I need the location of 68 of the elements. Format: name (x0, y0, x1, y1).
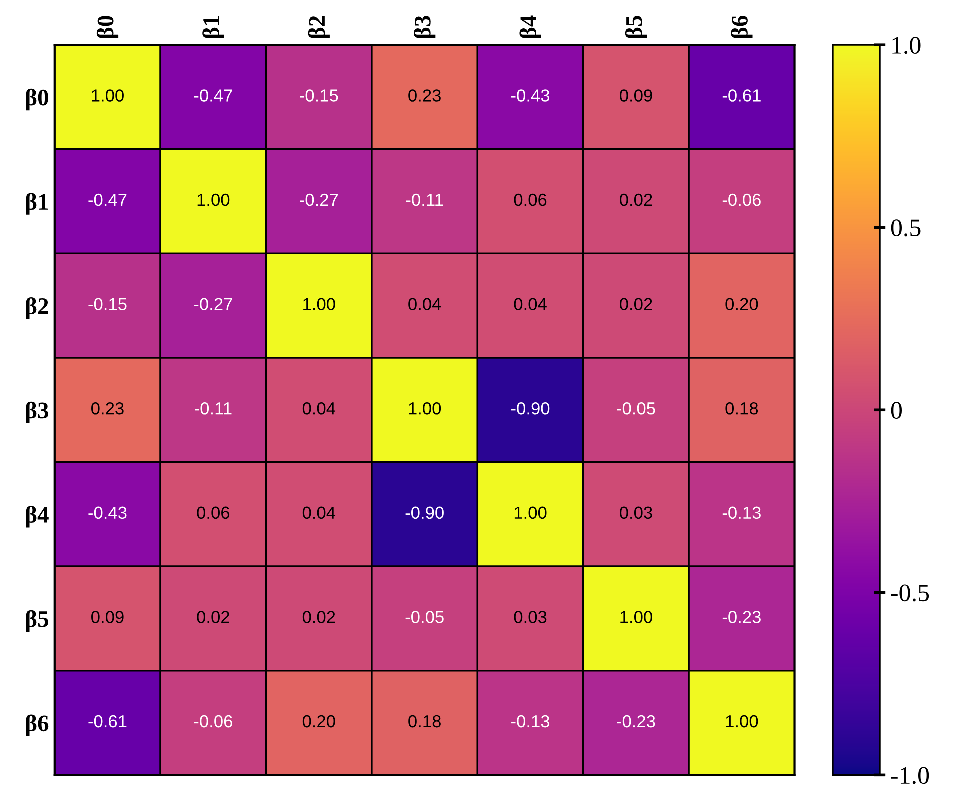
data-label: 1.00 (620, 611, 652, 624)
y-tick-label: β1 (26, 193, 48, 215)
data-label: 1.00 (304, 298, 336, 310)
data-label: -0.47 (194, 90, 232, 102)
data-label: 0.04 (514, 298, 547, 310)
data-label: 0.06 (514, 194, 547, 206)
data-label: -0.15 (88, 298, 127, 310)
data-label: 0.20 (302, 715, 336, 728)
data-label: -0.43 (88, 506, 127, 520)
color-bar-label: -0.5 (891, 584, 930, 602)
data-label: -0.61 (88, 715, 127, 728)
y-tick-label: β3 (26, 402, 49, 424)
x-tick-label: β6 (731, 16, 753, 38)
data-label: -0.11 (406, 194, 444, 206)
data-label: 0.04 (408, 298, 442, 310)
x-tick-label: β2 (308, 16, 330, 38)
data-label: -0.47 (88, 194, 127, 206)
data-label: -0.27 (300, 194, 338, 206)
x-tick-label: β1 (202, 16, 224, 38)
data-label: -0.43 (512, 90, 550, 102)
data-label: 0.09 (92, 611, 124, 624)
data-label: 0.23 (92, 402, 124, 415)
color-bar-label: 0 (891, 402, 902, 420)
data-label: 0.23 (408, 90, 441, 102)
data-label: -0.06 (722, 194, 761, 206)
data-label: 0.20 (726, 298, 758, 310)
data-label: -0.23 (722, 611, 761, 624)
x-tick-label: β4 (520, 16, 542, 38)
data-label: -0.27 (194, 298, 232, 310)
data-label: 0.18 (726, 402, 758, 415)
data-label: -0.06 (194, 715, 232, 728)
data-label: -0.23 (617, 715, 656, 728)
data-label: 0.02 (620, 298, 652, 310)
data-label: 1.00 (92, 90, 124, 102)
data-label: -0.11 (195, 402, 232, 415)
data-label: -0.61 (722, 90, 761, 102)
data-label: 0.06 (197, 506, 230, 520)
data-label: 0.02 (620, 194, 652, 206)
y-tick-label: β0 (26, 88, 48, 111)
data-label: 0.03 (514, 611, 547, 624)
data-label: 0.02 (197, 611, 230, 624)
data-label: 1.00 (726, 715, 758, 728)
x-tick-label: β0 (96, 16, 119, 38)
data-label: -0.13 (512, 715, 550, 728)
data-label: 0.04 (302, 506, 336, 520)
y-tick-label: β5 (26, 610, 48, 632)
data-label: 0.09 (620, 90, 652, 102)
data-label: 0.02 (302, 611, 336, 624)
data-label: -0.05 (617, 402, 656, 415)
data-label: 1.00 (409, 402, 442, 415)
data-label: 0.04 (302, 402, 336, 415)
data-label: 0.03 (620, 506, 652, 520)
y-tick-label: β2 (26, 298, 48, 320)
color-bar-label: 1.0 (892, 37, 921, 54)
y-tick-label: β6 (26, 714, 49, 736)
data-label: -0.13 (722, 506, 761, 520)
x-tick-label: β5 (625, 16, 648, 38)
color-bar-label: 0.5 (891, 220, 921, 237)
x-tick-label: β3 (414, 16, 436, 38)
data-label: -0.90 (406, 506, 444, 520)
color-bar-label: -1.0 (891, 767, 930, 784)
data-label: -0.90 (512, 402, 550, 415)
data-label: -0.15 (300, 90, 338, 102)
data-label: 1.00 (514, 506, 547, 520)
data-label: 0.18 (408, 715, 441, 728)
y-tick-label: β4 (26, 506, 49, 528)
data-label: 1.00 (198, 194, 230, 206)
data-label: -0.05 (406, 611, 444, 624)
